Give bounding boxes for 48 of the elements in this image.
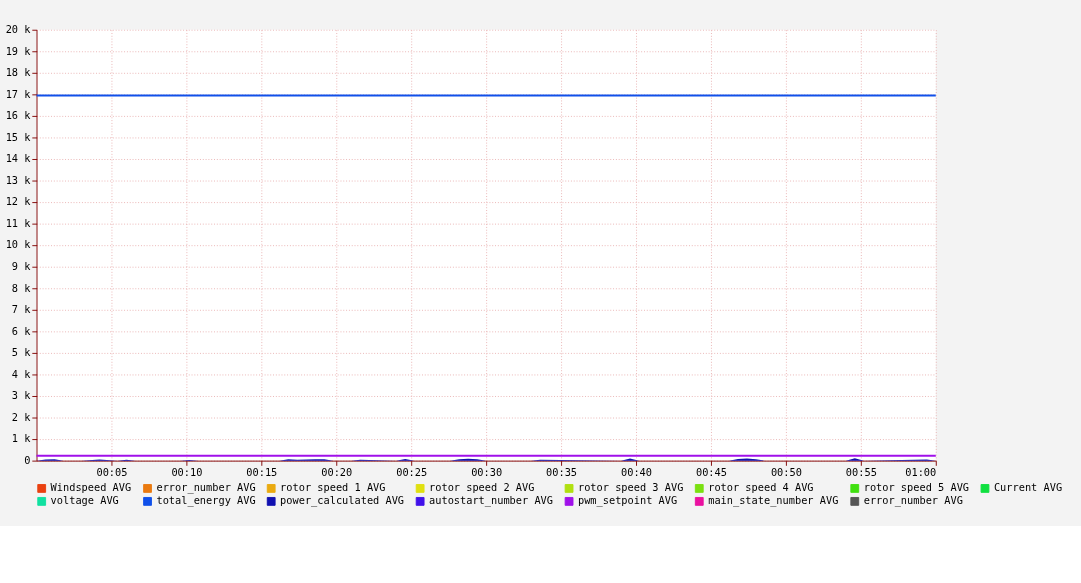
x-tick-label: 00:20: [321, 466, 353, 479]
legend-label: total_energy AVG: [156, 494, 256, 508]
legend-label: rotor speed 1 AVG: [280, 481, 386, 494]
y-tick-label: 19 k: [5, 44, 32, 57]
y-tick-label: 6 k: [11, 324, 32, 337]
x-tick-label: 00:25: [396, 466, 428, 479]
legend-label: Current AVG: [993, 481, 1063, 494]
legend-label: Windspeed AVG: [50, 481, 132, 494]
x-tick-label: 00:15: [246, 466, 278, 479]
legend-label: voltage AVG: [50, 494, 119, 507]
y-tick-label: 13 k: [5, 173, 32, 186]
y-tick-label: 10 k: [5, 238, 32, 251]
y-tick-label: 20 k: [5, 23, 32, 36]
legend-label: autostart_number AVG: [429, 494, 554, 508]
legend-label: error_number AVG: [863, 494, 963, 508]
x-tick-label: 00:10: [171, 466, 203, 479]
legend-label: rotor speed 3 AVG: [577, 481, 684, 494]
y-tick-label: 3 k: [11, 389, 32, 402]
legend-label: main_state_number AVG: [708, 494, 839, 508]
y-tick-label: 0: [24, 453, 31, 466]
y-tick-label: 4 k: [11, 367, 32, 380]
x-tick-label: 01:00: [905, 466, 937, 479]
y-tick-label: 15 k: [5, 130, 32, 143]
y-tick-label: 18 k: [5, 66, 32, 79]
y-tick-label: 8 k: [11, 281, 32, 294]
y-tick-label: 2 k: [11, 410, 32, 423]
y-tick-label: 9 k: [11, 260, 32, 273]
legend-label: rotor speed 2 AVG: [429, 481, 535, 494]
x-tick-label: 00:30: [471, 466, 503, 479]
y-tick-label: 12 k: [5, 195, 32, 208]
legend-label: rotor speed 5 AVG: [863, 481, 970, 494]
x-tick-label: 00:40: [621, 466, 653, 479]
legend-label: rotor speed 4 AVG: [708, 481, 814, 494]
legend-label: power_calculated AVG: [280, 494, 405, 508]
y-tick-label: 11 k: [5, 216, 32, 229]
legend-label: error_number AVG: [156, 481, 256, 495]
x-tick-label: 00:55: [845, 466, 877, 479]
y-tick-label: 17 k: [5, 87, 32, 100]
x-tick-label: 00:35: [546, 466, 578, 479]
y-tick-label: 7 k: [11, 303, 32, 316]
y-tick-label: 16 k: [5, 109, 32, 122]
y-tick-label: 14 k: [5, 152, 32, 165]
x-tick-label: 00:50: [770, 466, 802, 479]
y-tick-label: 1 k: [11, 432, 32, 445]
x-tick-label: 00:45: [695, 466, 727, 479]
x-tick-label: 00:05: [96, 466, 128, 479]
legend-label: pwm_setpoint AVG: [577, 494, 678, 508]
y-tick-label: 5 k: [11, 346, 32, 359]
